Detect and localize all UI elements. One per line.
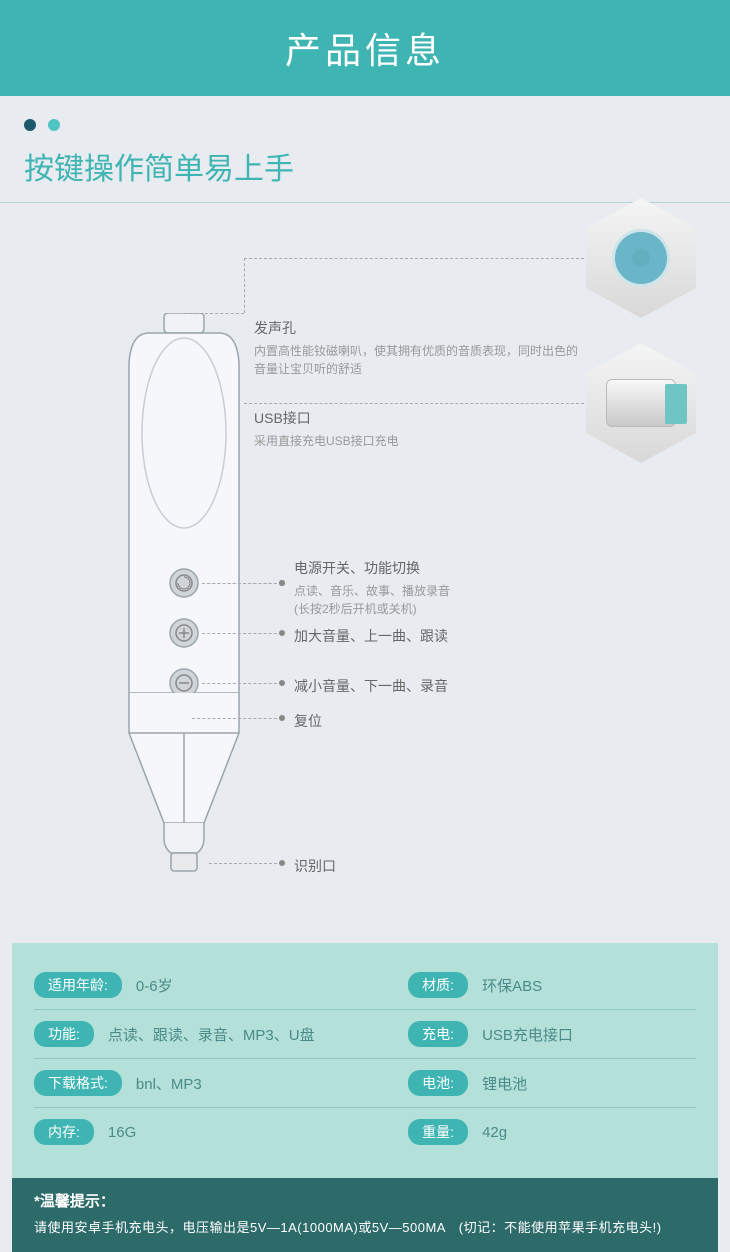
spec-value-battery: 锂电池 bbox=[482, 1073, 527, 1094]
usb-title: USB接口 bbox=[254, 408, 584, 428]
power-desc-a: 点读、音乐、故事、播放录音 bbox=[294, 582, 624, 600]
hex-photo-usb bbox=[586, 343, 706, 473]
spec-row: 适用年龄: 0-6岁 材质: 环保ABS bbox=[34, 961, 696, 1010]
reset-title: 复位 bbox=[294, 713, 322, 729]
product-diagram: 发声孔 内置高性能钕磁喇叭，使其拥有优质的音质表现，同时出色的音量让宝贝听的舒适… bbox=[24, 213, 706, 933]
speaker-title: 发声孔 bbox=[254, 318, 584, 338]
specs-table: 适用年龄: 0-6岁 材质: 环保ABS 功能: 点读、跟读、录音、MP3、U盘… bbox=[12, 943, 718, 1178]
annotation-speaker: 发声孔 内置高性能钕磁喇叭，使其拥有优质的音质表现，同时出色的音量让宝贝听的舒适 bbox=[254, 318, 584, 378]
footer-title: *温馨提示： bbox=[34, 1190, 696, 1211]
scanner-title: 识别口 bbox=[294, 858, 336, 874]
spec-label-charge: 充电: bbox=[408, 1021, 468, 1047]
header: 产品信息 bbox=[0, 0, 730, 96]
voldown-title: 减小音量、下一曲、录音 bbox=[294, 678, 448, 694]
spec-value-material: 环保ABS bbox=[482, 975, 542, 996]
power-desc-b: (长按2秒后开机或关机) bbox=[294, 600, 624, 618]
header-title: 产品信息 bbox=[285, 30, 445, 71]
annotation-volup: 加大音量、上一曲、跟读 bbox=[294, 626, 448, 646]
annotation-scanner: 识别口 bbox=[294, 856, 336, 876]
pen-illustration bbox=[109, 313, 259, 903]
spec-row: 内存: 16G 重量: 42g bbox=[34, 1108, 696, 1156]
power-title2: 电源开关、功能切换 bbox=[294, 558, 624, 578]
usb-desc: 采用直接充电USB接口充电 bbox=[254, 432, 584, 450]
spec-row: 功能: 点读、跟读、录音、MP3、U盘 充电: USB充电接口 bbox=[34, 1010, 696, 1059]
volup-title: 加大音量、上一曲、跟读 bbox=[294, 628, 448, 644]
spec-value-format: bnl、MP3 bbox=[136, 1073, 202, 1094]
spec-value-function: 点读、跟读、录音、MP3、U盘 bbox=[108, 1024, 315, 1045]
spec-row: 下载格式: bnl、MP3 电池: 锂电池 bbox=[34, 1059, 696, 1108]
dot-light bbox=[48, 119, 60, 131]
spec-label-battery: 电池: bbox=[408, 1070, 468, 1096]
spec-value-age: 0-6岁 bbox=[136, 975, 173, 996]
spec-label-function: 功能: bbox=[34, 1021, 94, 1047]
spec-value-memory: 16G bbox=[108, 1124, 136, 1141]
footer-text: 请使用安卓手机充电头，电压输出是5V—1A(1000MA)或5V—500MA (… bbox=[34, 1217, 696, 1236]
spec-value-charge: USB充电接口 bbox=[482, 1024, 573, 1045]
decoration-dots bbox=[0, 96, 730, 144]
annotation-reset: 复位 bbox=[294, 711, 322, 731]
speaker-desc: 内置高性能钕磁喇叭，使其拥有优质的音质表现，同时出色的音量让宝贝听的舒适 bbox=[254, 342, 584, 378]
annotation-usb: USB接口 采用直接充电USB接口充电 bbox=[254, 408, 584, 450]
spec-label-weight: 重量: bbox=[408, 1119, 468, 1145]
spec-label-memory: 内存: bbox=[34, 1119, 94, 1145]
footer-notice: *温馨提示： 请使用安卓手机充电头，电压输出是5V—1A(1000MA)或5V—… bbox=[12, 1178, 718, 1252]
dot-dark bbox=[24, 119, 36, 131]
spec-label-format: 下载格式: bbox=[34, 1070, 122, 1096]
section-title: 按键操作简单易上手 bbox=[0, 144, 730, 203]
hex-photo-speaker bbox=[586, 198, 706, 328]
spec-label-material: 材质: bbox=[408, 972, 468, 998]
annotation-power-real: 电源开关、功能切换 点读、音乐、故事、播放录音 (长按2秒后开机或关机) bbox=[294, 558, 624, 618]
annotation-voldown: 减小音量、下一曲、录音 bbox=[294, 676, 448, 696]
spec-label-age: 适用年龄: bbox=[34, 972, 122, 998]
spec-value-weight: 42g bbox=[482, 1124, 507, 1141]
